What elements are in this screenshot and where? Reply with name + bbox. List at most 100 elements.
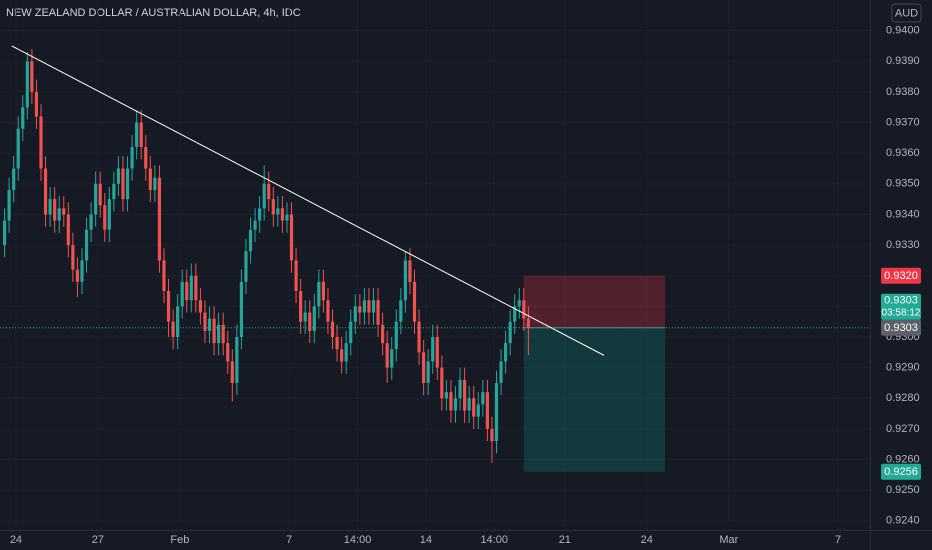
- candle-body: [57, 208, 61, 221]
- x-tick-label: Feb: [170, 534, 189, 546]
- candle-body: [344, 343, 348, 362]
- candle-body: [376, 300, 380, 325]
- candle-body: [21, 107, 25, 129]
- x-tick-label: 14:00: [480, 534, 508, 546]
- candle-body: [308, 312, 312, 331]
- candle-body: [353, 306, 357, 322]
- y-tick-label: 0.9290: [886, 362, 920, 374]
- candle-body: [135, 122, 139, 148]
- candle-body: [185, 281, 189, 301]
- candle-body: [262, 183, 266, 209]
- price-label-box: [881, 267, 921, 284]
- candle-body: [422, 352, 426, 383]
- candle-body: [130, 147, 134, 169]
- candle-body: [435, 336, 439, 368]
- candle-body: [362, 300, 366, 313]
- candle-body: [449, 392, 453, 411]
- candle-body: [171, 321, 175, 337]
- candle-body: [385, 343, 389, 368]
- candle-body: [125, 168, 130, 200]
- candle-body: [431, 336, 435, 362]
- candle-body: [522, 300, 526, 319]
- y-tick-label: 0.9240: [886, 515, 920, 527]
- y-tick-label: 0.9380: [886, 86, 920, 98]
- currency[interactable]: AUD: [895, 7, 918, 19]
- price-label: 0.9303: [884, 322, 918, 334]
- x-tick-label: 24: [10, 534, 22, 546]
- price-label: 0.9320: [884, 270, 918, 282]
- candle-body: [321, 281, 325, 301]
- candle-body: [166, 291, 171, 322]
- candle-body: [481, 392, 485, 405]
- candle-body: [235, 336, 239, 383]
- candle-body: [25, 61, 29, 108]
- candle-body: [381, 324, 385, 344]
- price-label-box: [881, 463, 921, 480]
- x-tick-label: 27: [92, 534, 104, 546]
- candle-body: [467, 398, 471, 411]
- candle-body: [513, 306, 517, 322]
- candle-body: [248, 229, 253, 252]
- candle-body: [94, 183, 98, 215]
- x-tick-label: 14: [420, 534, 432, 546]
- y-tick-label: 0.9280: [886, 392, 920, 404]
- candle-body: [317, 281, 321, 307]
- y-tick-label: 0.9350: [886, 178, 920, 190]
- last-price-box: [881, 293, 921, 320]
- candle-body: [490, 428, 494, 442]
- candle-body: [7, 189, 11, 221]
- y-tick-label: 0.9370: [886, 116, 920, 128]
- candle-body: [476, 404, 480, 417]
- chart-title: NEW ZEALAND DOLLAR / AUSTRALIAN DOLLAR, …: [6, 7, 301, 19]
- candle-body: [189, 275, 193, 301]
- candle-body: [226, 343, 230, 362]
- y-tick-label: 0.9340: [886, 208, 920, 220]
- candle-body: [217, 324, 221, 344]
- candle-body: [194, 275, 198, 301]
- candle-body: [144, 147, 148, 169]
- candle-body: [84, 229, 89, 261]
- candle-body: [517, 300, 521, 307]
- candle-body: [121, 168, 125, 200]
- candle-body: [403, 260, 407, 301]
- candle-body: [53, 199, 57, 221]
- candle-body: [440, 367, 444, 399]
- candle-body: [2, 220, 7, 246]
- candle-body: [399, 300, 403, 322]
- candle-body: [453, 398, 458, 411]
- candle-body: [458, 379, 462, 399]
- stop-zone: [523, 275, 666, 328]
- candle-body: [198, 300, 203, 313]
- x-tick-label: 7: [835, 534, 841, 546]
- candle-body: [39, 116, 43, 169]
- x-tick-label: Mar: [719, 534, 738, 546]
- candle-body: [335, 336, 339, 350]
- y-tick-label: 0.9330: [886, 239, 920, 251]
- candle-body: [207, 318, 212, 331]
- candle-body: [485, 392, 489, 429]
- candle-body: [148, 168, 152, 190]
- candle-body: [139, 122, 143, 148]
- candle-body: [285, 214, 289, 221]
- candle-body: [499, 361, 503, 383]
- candle-body: [12, 168, 16, 190]
- candle-body: [340, 349, 344, 362]
- x-tick-label: 7: [286, 534, 292, 546]
- candle-body: [267, 183, 271, 200]
- x-tick-label: 14:00: [344, 534, 372, 546]
- candle-body: [330, 321, 335, 337]
- candle-body: [16, 128, 20, 169]
- candle-body: [394, 321, 398, 350]
- y-tick-label: 0.9260: [886, 453, 920, 465]
- y-tick-label: 0.9250: [886, 484, 920, 496]
- candle-body: [30, 61, 34, 92]
- candle-body: [312, 306, 316, 331]
- candle-body: [112, 183, 116, 200]
- candle-body: [299, 291, 303, 322]
- currency-box[interactable]: [891, 3, 922, 23]
- y-tick-label: 0.9270: [886, 423, 920, 435]
- candle-body: [75, 269, 80, 282]
- candle-body: [303, 312, 307, 322]
- candle-body: [116, 168, 121, 184]
